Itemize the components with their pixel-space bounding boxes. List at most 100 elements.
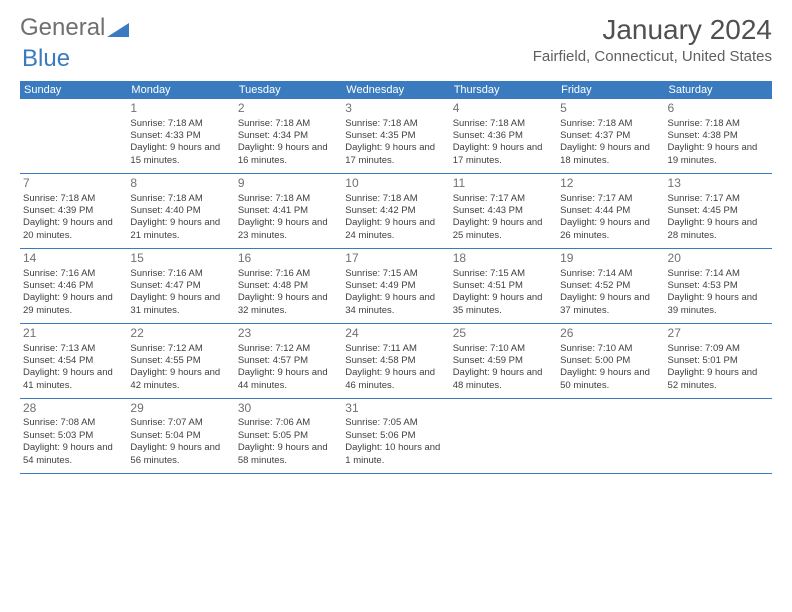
sunset-line: Sunset: 4:44 PM: [560, 205, 661, 217]
day-number: 12: [560, 176, 661, 192]
sunrise-line: Sunrise: 7:18 AM: [238, 118, 339, 130]
daylight-line: Daylight: 9 hours and 17 minutes.: [345, 142, 446, 167]
day-header-row: SundayMondayTuesdayWednesdayThursdayFrid…: [20, 81, 772, 99]
sunrise-line: Sunrise: 7:18 AM: [560, 118, 661, 130]
sunset-line: Sunset: 4:57 PM: [238, 355, 339, 367]
day-cell: 16Sunrise: 7:16 AMSunset: 4:48 PMDayligh…: [235, 249, 342, 323]
daylight-line: Daylight: 9 hours and 58 minutes.: [238, 442, 339, 467]
calendar-page: General January 2024 Fairfield, Connecti…: [0, 0, 792, 488]
day-cell: 27Sunrise: 7:09 AMSunset: 5:01 PMDayligh…: [665, 324, 772, 398]
sunset-line: Sunset: 4:42 PM: [345, 205, 446, 217]
sunrise-line: Sunrise: 7:18 AM: [23, 193, 124, 205]
day-number: 26: [560, 326, 661, 342]
daylight-line: Daylight: 9 hours and 35 minutes.: [453, 292, 554, 317]
day-header-cell: Wednesday: [342, 81, 449, 99]
sunrise-line: Sunrise: 7:13 AM: [23, 343, 124, 355]
day-number: 7: [23, 176, 124, 192]
calendar: SundayMondayTuesdayWednesdayThursdayFrid…: [20, 81, 772, 474]
day-cell: 29Sunrise: 7:07 AMSunset: 5:04 PMDayligh…: [127, 399, 234, 473]
sunset-line: Sunset: 4:54 PM: [23, 355, 124, 367]
day-number: 4: [453, 101, 554, 117]
day-cell-blank: [665, 399, 772, 473]
sunset-line: Sunset: 4:33 PM: [130, 130, 231, 142]
day-header-cell: Tuesday: [235, 81, 342, 99]
day-cell: 2Sunrise: 7:18 AMSunset: 4:34 PMDaylight…: [235, 99, 342, 173]
sunrise-line: Sunrise: 7:15 AM: [345, 268, 446, 280]
day-cell: 28Sunrise: 7:08 AMSunset: 5:03 PMDayligh…: [20, 399, 127, 473]
day-cell: 25Sunrise: 7:10 AMSunset: 4:59 PMDayligh…: [450, 324, 557, 398]
day-number: 9: [238, 176, 339, 192]
day-number: 3: [345, 101, 446, 117]
day-number: 8: [130, 176, 231, 192]
day-number: 27: [668, 326, 769, 342]
sunset-line: Sunset: 4:51 PM: [453, 280, 554, 292]
sunrise-line: Sunrise: 7:17 AM: [560, 193, 661, 205]
day-number: 23: [238, 326, 339, 342]
day-cell: 30Sunrise: 7:06 AMSunset: 5:05 PMDayligh…: [235, 399, 342, 473]
sunset-line: Sunset: 4:38 PM: [668, 130, 769, 142]
sunrise-line: Sunrise: 7:18 AM: [345, 193, 446, 205]
sunrise-line: Sunrise: 7:08 AM: [23, 417, 124, 429]
day-cell: 3Sunrise: 7:18 AMSunset: 4:35 PMDaylight…: [342, 99, 449, 173]
sunset-line: Sunset: 4:37 PM: [560, 130, 661, 142]
day-number: 31: [345, 401, 446, 417]
day-cell: 10Sunrise: 7:18 AMSunset: 4:42 PMDayligh…: [342, 174, 449, 248]
day-cell: 9Sunrise: 7:18 AMSunset: 4:41 PMDaylight…: [235, 174, 342, 248]
daylight-line: Daylight: 9 hours and 32 minutes.: [238, 292, 339, 317]
logo: General: [20, 14, 131, 42]
sunset-line: Sunset: 4:47 PM: [130, 280, 231, 292]
location: Fairfield, Connecticut, United States: [533, 48, 772, 65]
day-cell: 14Sunrise: 7:16 AMSunset: 4:46 PMDayligh…: [20, 249, 127, 323]
daylight-line: Daylight: 9 hours and 37 minutes.: [560, 292, 661, 317]
sunrise-line: Sunrise: 7:06 AM: [238, 417, 339, 429]
sunrise-line: Sunrise: 7:10 AM: [560, 343, 661, 355]
day-number: 28: [23, 401, 124, 417]
sunset-line: Sunset: 4:46 PM: [23, 280, 124, 292]
day-cell: 1Sunrise: 7:18 AMSunset: 4:33 PMDaylight…: [127, 99, 234, 173]
sunset-line: Sunset: 4:52 PM: [560, 280, 661, 292]
day-cell: 6Sunrise: 7:18 AMSunset: 4:38 PMDaylight…: [665, 99, 772, 173]
daylight-line: Daylight: 9 hours and 18 minutes.: [560, 142, 661, 167]
sunset-line: Sunset: 4:59 PM: [453, 355, 554, 367]
sunset-line: Sunset: 5:00 PM: [560, 355, 661, 367]
daylight-line: Daylight: 9 hours and 15 minutes.: [130, 142, 231, 167]
sunrise-line: Sunrise: 7:14 AM: [668, 268, 769, 280]
day-header-cell: Saturday: [665, 81, 772, 99]
day-number: 24: [345, 326, 446, 342]
sunrise-line: Sunrise: 7:15 AM: [453, 268, 554, 280]
sunset-line: Sunset: 4:48 PM: [238, 280, 339, 292]
daylight-line: Daylight: 9 hours and 34 minutes.: [345, 292, 446, 317]
daylight-line: Daylight: 9 hours and 21 minutes.: [130, 217, 231, 242]
daylight-line: Daylight: 9 hours and 48 minutes.: [453, 367, 554, 392]
month-title: January 2024: [533, 14, 772, 46]
daylight-line: Daylight: 9 hours and 41 minutes.: [23, 367, 124, 392]
sunrise-line: Sunrise: 7:12 AM: [130, 343, 231, 355]
daylight-line: Daylight: 9 hours and 44 minutes.: [238, 367, 339, 392]
sunset-line: Sunset: 4:58 PM: [345, 355, 446, 367]
sunrise-line: Sunrise: 7:05 AM: [345, 417, 446, 429]
week-row: 21Sunrise: 7:13 AMSunset: 4:54 PMDayligh…: [20, 324, 772, 399]
day-number: 21: [23, 326, 124, 342]
daylight-line: Daylight: 9 hours and 23 minutes.: [238, 217, 339, 242]
sunrise-line: Sunrise: 7:18 AM: [130, 118, 231, 130]
day-cell: 4Sunrise: 7:18 AMSunset: 4:36 PMDaylight…: [450, 99, 557, 173]
sunrise-line: Sunrise: 7:09 AM: [668, 343, 769, 355]
sunset-line: Sunset: 4:55 PM: [130, 355, 231, 367]
sunrise-line: Sunrise: 7:18 AM: [130, 193, 231, 205]
day-cell: 5Sunrise: 7:18 AMSunset: 4:37 PMDaylight…: [557, 99, 664, 173]
daylight-line: Daylight: 10 hours and 1 minute.: [345, 442, 446, 467]
logo-triangle-icon: [107, 19, 129, 37]
day-number: 6: [668, 101, 769, 117]
sunset-line: Sunset: 5:01 PM: [668, 355, 769, 367]
day-cell: 17Sunrise: 7:15 AMSunset: 4:49 PMDayligh…: [342, 249, 449, 323]
day-cell: 11Sunrise: 7:17 AMSunset: 4:43 PMDayligh…: [450, 174, 557, 248]
daylight-line: Daylight: 9 hours and 25 minutes.: [453, 217, 554, 242]
daylight-line: Daylight: 9 hours and 29 minutes.: [23, 292, 124, 317]
day-cell: 19Sunrise: 7:14 AMSunset: 4:52 PMDayligh…: [557, 249, 664, 323]
day-cell: 18Sunrise: 7:15 AMSunset: 4:51 PMDayligh…: [450, 249, 557, 323]
day-number: 13: [668, 176, 769, 192]
daylight-line: Daylight: 9 hours and 39 minutes.: [668, 292, 769, 317]
sunset-line: Sunset: 4:35 PM: [345, 130, 446, 142]
day-number: 25: [453, 326, 554, 342]
logo-text-1: General: [20, 14, 105, 42]
